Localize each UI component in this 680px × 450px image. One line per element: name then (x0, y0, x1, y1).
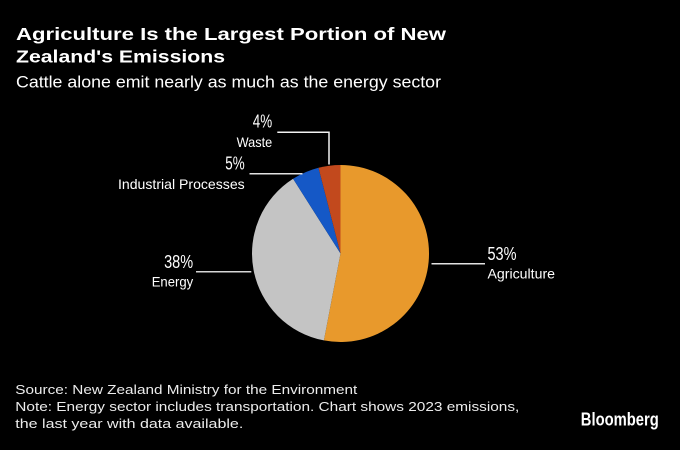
svg-text:Waste: Waste (237, 134, 273, 150)
svg-text:38%: 38% (164, 251, 193, 272)
svg-text:Zealand's Emissions: Zealand's Emissions (16, 47, 225, 67)
svg-text:the last year with data availa: the last year with data available. (15, 417, 243, 431)
svg-text:Cattle alone emit nearly as mu: Cattle alone emit nearly as much as the … (16, 74, 442, 92)
svg-text:Bloomberg: Bloomberg (581, 410, 659, 430)
svg-text:53%: 53% (488, 243, 517, 264)
svg-text:Agriculture Is the Largest Por: Agriculture Is the Largest Portion of Ne… (16, 24, 447, 44)
svg-text:4%: 4% (253, 111, 272, 132)
svg-text:Note: Energy sector includes t: Note: Energy sector includes transportat… (15, 400, 519, 414)
svg-text:Industrial Processes: Industrial Processes (118, 176, 245, 192)
svg-text:5%: 5% (225, 153, 244, 174)
svg-text:Source: New Zealand Ministry f: Source: New Zealand Ministry for the Env… (15, 383, 358, 397)
svg-text:Energy: Energy (152, 273, 194, 289)
svg-text:Agriculture: Agriculture (488, 266, 556, 282)
